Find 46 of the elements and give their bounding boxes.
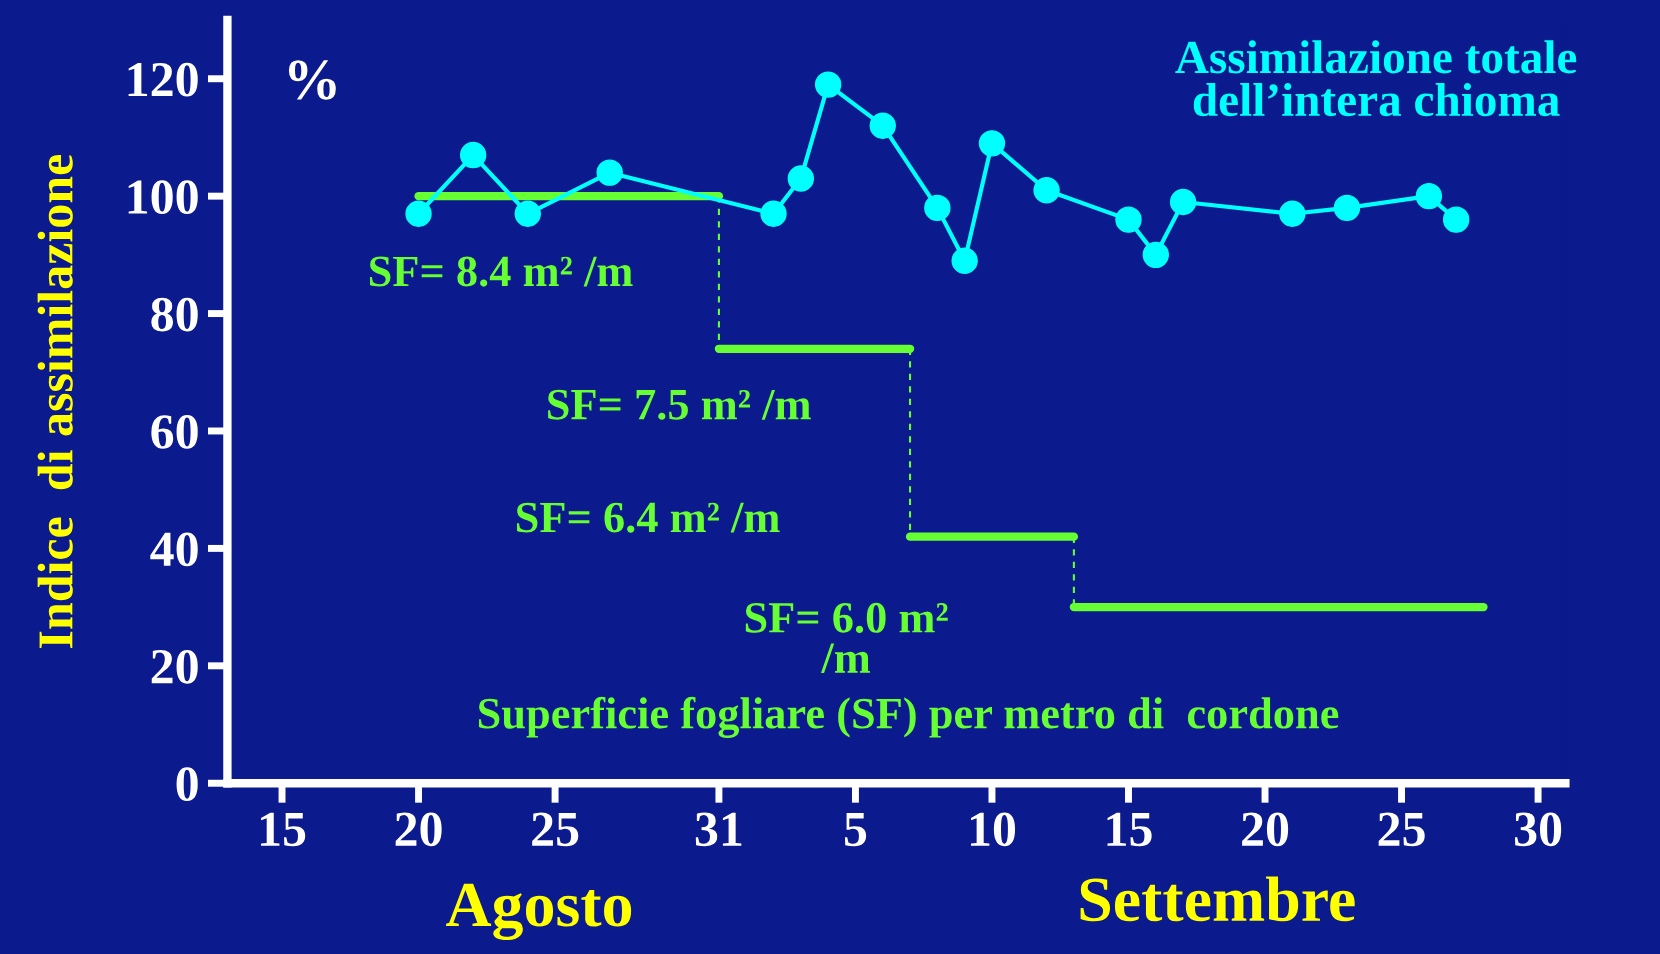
annotation: SF= 8.4 m² /m (369, 256, 633, 287)
text: Settembre (1080, 876, 1355, 922)
text: Agosto (446, 883, 632, 941)
point (869, 112, 896, 139)
x-tick-label: 20 (395, 812, 442, 847)
point (787, 165, 815, 192)
point (459, 141, 487, 169)
point (1142, 241, 1169, 269)
x-tick-label: 25 (1378, 812, 1425, 847)
point (405, 200, 432, 227)
annotation: SF= 6.4 m² /m (517, 502, 780, 533)
annotation: % (288, 60, 336, 100)
x-tick-label: 31 (695, 812, 742, 847)
y-tick-label: 40 (150, 532, 198, 567)
point (951, 247, 978, 274)
x-tick-label: 15 (261, 812, 306, 847)
point (1279, 200, 1306, 227)
series-label: Assimilazione totale dell’intera chioma (1175, 40, 1577, 117)
x-tick-label: 25 (532, 812, 579, 847)
y-tick-label: 0 (176, 767, 198, 802)
y-tick-label: 60 (151, 415, 198, 449)
point (1115, 206, 1142, 233)
point (514, 200, 541, 227)
y-axis-title: Indice di assimilazione (37, 154, 73, 648)
x-tick-label: 20 (1242, 812, 1289, 847)
point (924, 194, 951, 222)
point (1415, 182, 1443, 210)
point (1169, 188, 1197, 216)
y-tick-label: 100 (128, 180, 198, 214)
point (978, 130, 1006, 157)
point (596, 159, 623, 186)
x-tick-label: 30 (1514, 812, 1562, 847)
y-tick-label: 80 (151, 297, 198, 332)
x-tick-label: 10 (970, 812, 1016, 847)
point (760, 200, 787, 227)
point (1442, 206, 1470, 233)
annotation: SF= 7.5 m² /m (548, 389, 811, 420)
y-tick-label: 20 (151, 649, 198, 684)
point (1333, 194, 1361, 222)
annotation: Superficie fogliare (SF) per metro di cordone (478, 696, 1339, 738)
point (814, 71, 842, 98)
point (1033, 177, 1060, 204)
annotation: SF= 6.0 m² /m (745, 602, 948, 674)
x-tick-label: 15 (1107, 812, 1152, 847)
y-tick-label: 120 (128, 62, 198, 97)
x-tick-label: 5 (844, 812, 867, 847)
